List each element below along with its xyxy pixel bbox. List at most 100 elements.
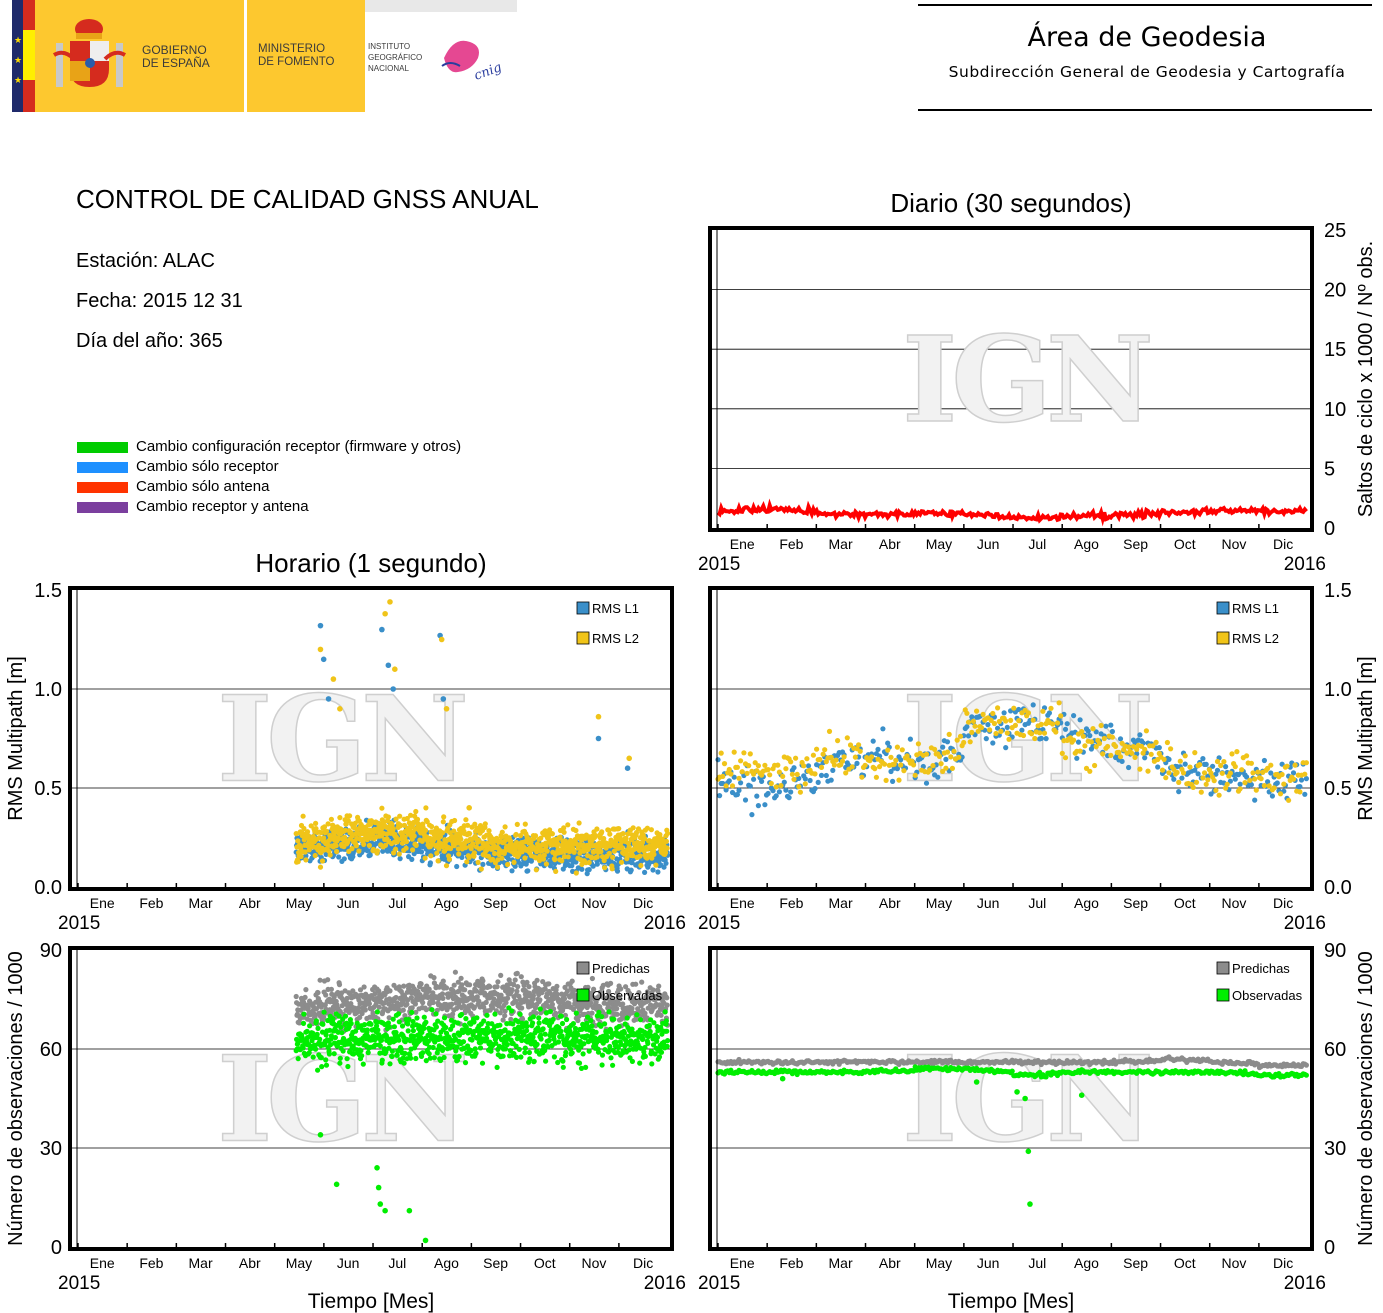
data-point — [509, 987, 515, 993]
data-point — [347, 1017, 353, 1023]
data-point — [1177, 758, 1183, 764]
data-point — [386, 1045, 392, 1051]
data-point — [602, 865, 608, 871]
data-point — [601, 835, 607, 842]
data-point — [513, 1043, 519, 1049]
data-point — [300, 1045, 306, 1051]
data-point — [638, 862, 644, 869]
data-point — [890, 778, 896, 785]
data-point — [1284, 763, 1290, 769]
x-tick-label: Ago — [1074, 895, 1099, 911]
data-point — [440, 1046, 446, 1052]
data-point — [804, 756, 810, 762]
data-point — [598, 849, 604, 855]
data-point — [744, 770, 750, 777]
data-point — [391, 1024, 397, 1030]
data-point — [397, 856, 403, 862]
data-point — [538, 835, 544, 841]
data-point — [312, 852, 318, 859]
ign-logo-bar — [365, 0, 517, 12]
data-point — [609, 866, 615, 872]
data-point — [361, 841, 367, 848]
x-end-year: 2016 — [644, 1273, 686, 1294]
data-point — [1088, 739, 1094, 745]
data-point — [599, 829, 605, 835]
data-point — [304, 1028, 310, 1034]
data-point — [812, 771, 818, 777]
x-tick-label: Feb — [779, 895, 803, 911]
data-point — [1093, 744, 1099, 750]
data-point — [1004, 730, 1010, 736]
data-point — [512, 863, 518, 869]
station-label: Estación: ALAC — [76, 250, 215, 272]
data-point-outlier — [626, 755, 633, 762]
data-point — [570, 1006, 577, 1013]
data-point — [423, 1019, 429, 1025]
data-point — [492, 850, 498, 857]
data-point — [664, 995, 670, 1001]
data-point — [658, 1049, 665, 1055]
logo-gobierno-text: GOBIERNO DE ESPAÑA — [142, 43, 210, 70]
data-point — [820, 751, 826, 757]
data-point — [540, 856, 547, 862]
data-point — [907, 736, 914, 742]
data-point — [1200, 756, 1206, 762]
x-tick-label: May — [926, 536, 952, 552]
data-point — [494, 864, 501, 870]
data-point — [1029, 731, 1035, 737]
data-point — [1244, 753, 1250, 759]
data-point — [894, 766, 901, 772]
data-point — [313, 1018, 319, 1024]
data-point — [1143, 728, 1149, 734]
data-point — [1268, 762, 1274, 768]
data-point — [789, 771, 796, 777]
data-point — [611, 1016, 617, 1022]
data-point — [530, 1014, 537, 1020]
data-point-outlier — [392, 666, 398, 672]
data-point — [460, 1039, 467, 1045]
data-point — [715, 757, 721, 763]
data-point — [1025, 710, 1031, 716]
data-point — [541, 852, 547, 858]
data-point — [313, 1046, 319, 1052]
data-point — [847, 742, 854, 748]
data-point — [377, 1043, 383, 1049]
data-point — [405, 1021, 411, 1027]
x-tick-label: Dic — [633, 895, 653, 911]
data-point — [431, 1055, 437, 1061]
data-point — [1108, 752, 1114, 759]
data-point-outlier — [390, 686, 397, 692]
data-point — [551, 1036, 557, 1042]
x-tick-label: Mar — [829, 536, 853, 552]
data-point — [393, 1029, 399, 1036]
series-observadas — [293, 1005, 671, 1244]
data-point — [467, 831, 473, 837]
data-point — [599, 1062, 605, 1068]
data-point — [606, 1049, 612, 1055]
data-point — [560, 1058, 566, 1064]
data-point — [354, 1020, 360, 1026]
data-point — [659, 836, 665, 842]
data-point — [646, 1022, 653, 1029]
data-point — [474, 1015, 480, 1021]
data-point — [1062, 726, 1069, 732]
data-point — [527, 1056, 533, 1062]
data-point — [862, 762, 868, 768]
data-point — [302, 994, 308, 1001]
data-point — [355, 1005, 362, 1011]
data-point — [990, 740, 996, 746]
data-point — [731, 749, 737, 755]
data-point — [802, 776, 808, 782]
x-tick-label: Oct — [1174, 536, 1196, 552]
data-point — [932, 746, 938, 753]
data-point — [1266, 783, 1272, 789]
data-point — [319, 1029, 326, 1035]
data-point — [484, 1025, 490, 1031]
data-point — [361, 984, 367, 990]
plot-frame — [68, 586, 674, 891]
data-point — [1145, 768, 1151, 774]
data-point — [603, 1013, 609, 1019]
data-point — [558, 1013, 564, 1019]
data-point — [788, 759, 794, 765]
data-point — [555, 841, 561, 847]
